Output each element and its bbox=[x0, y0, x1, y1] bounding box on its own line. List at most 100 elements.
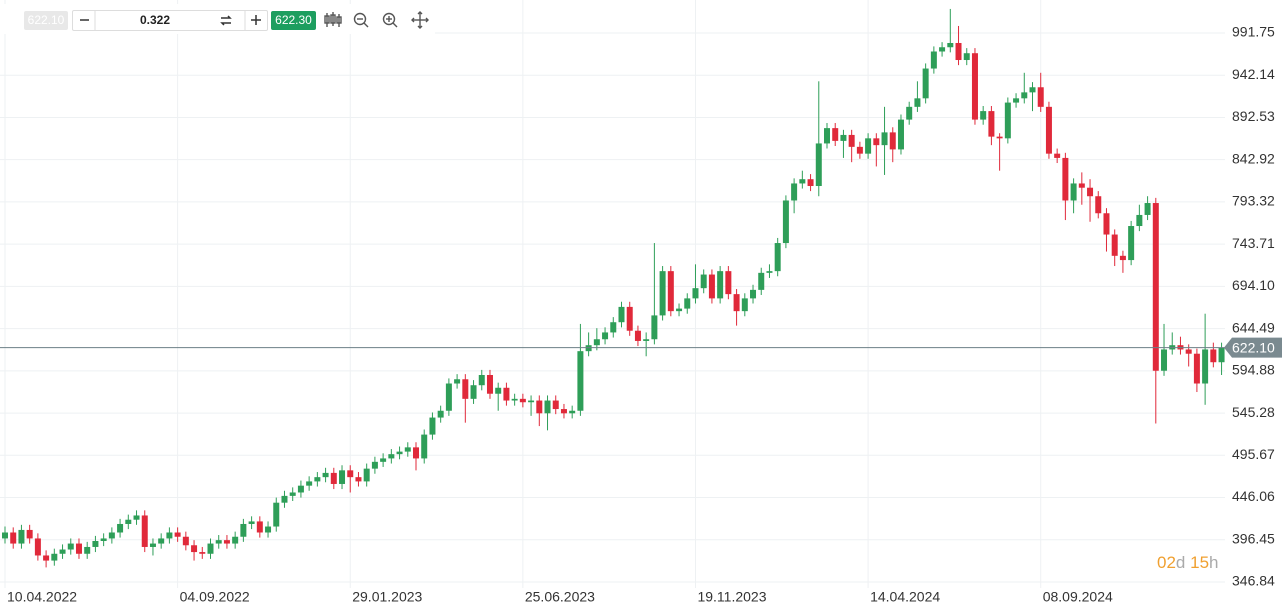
candle-body bbox=[158, 538, 165, 544]
y-tick-label: 892.53 bbox=[1232, 108, 1275, 124]
candle-body bbox=[207, 543, 214, 554]
countdown: 02d 15h bbox=[1157, 553, 1219, 573]
plus-button[interactable] bbox=[251, 15, 261, 25]
candle-body bbox=[626, 306, 633, 331]
candle-body bbox=[215, 540, 222, 544]
y-tick-label: 346.84 bbox=[1232, 573, 1275, 589]
candle-body bbox=[199, 552, 206, 554]
candle-body bbox=[1161, 349, 1168, 371]
candle-body bbox=[486, 374, 493, 394]
swap-button[interactable] bbox=[220, 15, 232, 26]
candle-body bbox=[396, 451, 403, 455]
candle-body bbox=[832, 128, 839, 141]
candle-body bbox=[774, 243, 781, 272]
candle-body bbox=[182, 536, 189, 546]
candle-body bbox=[322, 472, 329, 478]
candle-body bbox=[1128, 226, 1135, 261]
candle-body bbox=[18, 529, 25, 544]
countdown-hour-unit: h bbox=[1209, 553, 1219, 572]
candle-body bbox=[758, 272, 765, 290]
volume-box bbox=[72, 10, 268, 31]
candle-body bbox=[914, 98, 921, 107]
candle-body bbox=[10, 532, 17, 544]
candle-body bbox=[815, 143, 822, 187]
candle-body bbox=[634, 330, 641, 341]
zoom-in-button[interactable] bbox=[382, 12, 398, 28]
candle-body bbox=[248, 521, 255, 524]
x-tick-label: 25.06.2023 bbox=[525, 589, 595, 605]
candle-body bbox=[1152, 203, 1159, 371]
candle-body bbox=[971, 53, 978, 120]
candle-body bbox=[240, 523, 247, 537]
candle-body bbox=[339, 470, 346, 484]
candle-body bbox=[1013, 98, 1020, 103]
candle-body bbox=[347, 470, 354, 478]
candle-body bbox=[1021, 92, 1028, 99]
y-tick-label: 694.10 bbox=[1232, 277, 1275, 293]
candle-body bbox=[988, 111, 995, 137]
toolbar-icons bbox=[80, 11, 429, 30]
candle-body bbox=[873, 138, 880, 146]
candle-body bbox=[174, 532, 181, 537]
zoom-out-button[interactable] bbox=[353, 12, 369, 28]
candle-body bbox=[117, 523, 124, 533]
candle-body bbox=[133, 515, 140, 520]
buy-price[interactable]: 622.30 bbox=[271, 11, 316, 30]
candle-body bbox=[536, 400, 543, 414]
candle-body bbox=[824, 128, 830, 144]
candle-body bbox=[700, 274, 707, 289]
candle-body bbox=[445, 383, 452, 411]
candle-body bbox=[223, 540, 230, 544]
candle-body bbox=[306, 481, 313, 486]
sell-price[interactable]: 622.10 bbox=[24, 11, 68, 30]
candle-body bbox=[371, 461, 378, 469]
candle-body bbox=[1087, 187, 1094, 197]
candle-body bbox=[92, 541, 99, 547]
y-tick-label: 495.67 bbox=[1232, 446, 1275, 462]
candle-body bbox=[462, 379, 469, 399]
candle-body bbox=[75, 543, 82, 554]
candle-body bbox=[43, 555, 50, 561]
x-tick-label: 14.04.2024 bbox=[870, 589, 940, 605]
y-tick-label: 793.32 bbox=[1232, 193, 1275, 209]
candle-body bbox=[1144, 203, 1151, 215]
candle-body bbox=[256, 521, 263, 533]
candle-body bbox=[1103, 213, 1110, 235]
y-tick-label: 396.45 bbox=[1232, 530, 1275, 546]
candle-body bbox=[676, 308, 683, 312]
candle-body bbox=[1202, 349, 1209, 384]
countdown-day-unit: d bbox=[1175, 553, 1186, 572]
candle-body bbox=[560, 409, 567, 414]
candle-body bbox=[717, 271, 724, 299]
candle-body bbox=[980, 111, 987, 120]
last-price-label: 622.10 bbox=[1232, 339, 1275, 355]
candle-body bbox=[51, 553, 58, 561]
candle-body bbox=[232, 536, 239, 544]
candle-body bbox=[413, 447, 419, 459]
x-tick-label: 29.01.2023 bbox=[352, 589, 422, 605]
candle-body bbox=[1045, 106, 1052, 154]
candle-body bbox=[289, 492, 296, 496]
candle-body bbox=[667, 271, 674, 312]
candle-body bbox=[963, 53, 970, 61]
candle-body bbox=[1119, 255, 1126, 261]
chart-type-button[interactable] bbox=[324, 12, 342, 27]
candle-body bbox=[363, 468, 370, 482]
y-tick-label: 942.14 bbox=[1232, 66, 1275, 82]
candle-body bbox=[108, 532, 115, 539]
candle-body bbox=[67, 543, 74, 550]
candle-body bbox=[643, 339, 650, 341]
candle-body bbox=[503, 387, 510, 401]
candle-body bbox=[330, 472, 337, 484]
candle-body bbox=[1185, 349, 1192, 354]
candle-body bbox=[807, 179, 814, 187]
y-tick-label: 446.06 bbox=[1232, 488, 1275, 504]
candle-body bbox=[766, 271, 773, 273]
pan-button[interactable] bbox=[411, 11, 429, 29]
candle-body bbox=[906, 106, 913, 120]
volume-input[interactable]: 0.322 bbox=[139, 13, 171, 27]
candle-body bbox=[1029, 87, 1036, 93]
countdown-hours: 15 bbox=[1190, 553, 1210, 572]
